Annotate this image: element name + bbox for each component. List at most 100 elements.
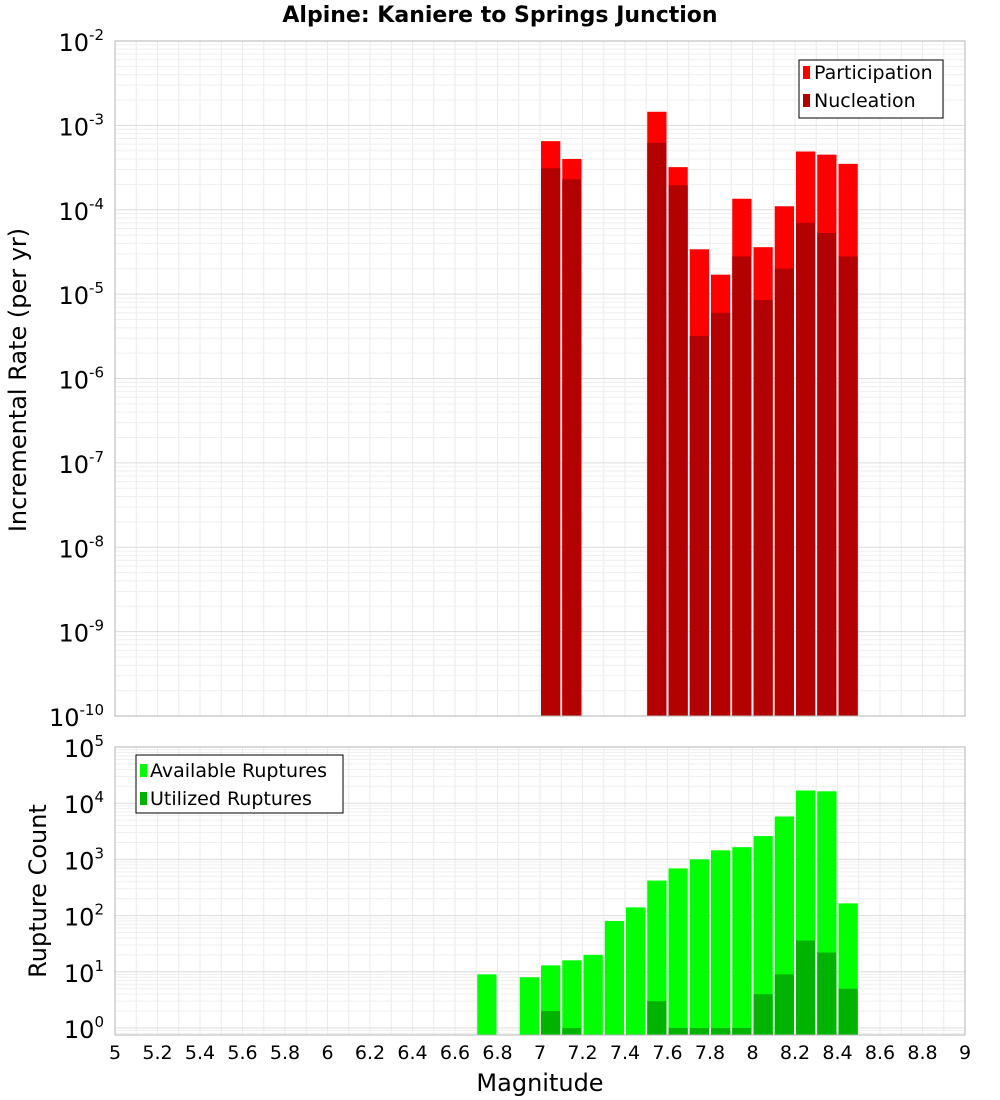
y-tick-exponent: 5 xyxy=(94,732,104,750)
x-tick-label: 6.4 xyxy=(397,1042,427,1064)
bottom-y-tick-label: 103 xyxy=(64,844,104,875)
top-legend: Participation Nucleation xyxy=(798,59,944,119)
top-bar-series2 xyxy=(796,222,816,716)
y-tick-base: 10 xyxy=(64,791,95,819)
y-tick-base: 10 xyxy=(64,1016,95,1044)
x-tick-label: 8.8 xyxy=(907,1042,937,1064)
y-tick-exponent: -5 xyxy=(89,279,104,297)
top-bar-series2 xyxy=(774,268,794,716)
bottom-bar-series2 xyxy=(562,1027,582,1035)
bottom-bar-series1 xyxy=(753,836,773,1035)
top-gridlines xyxy=(114,40,966,717)
top-y-tick-label: 10-4 xyxy=(58,195,104,226)
top-y-tick-label: 10-5 xyxy=(58,279,104,310)
bottom-bar-series1 xyxy=(668,868,688,1035)
bottom-bar-series1 xyxy=(711,850,731,1035)
chart-title: Alpine: Kaniere to Springs Junction xyxy=(282,3,717,28)
y-tick-exponent: 4 xyxy=(94,788,104,806)
y-tick-exponent: 3 xyxy=(94,844,104,862)
y-tick-base: 10 xyxy=(64,847,95,875)
top-bar-series2 xyxy=(668,185,688,717)
x-tick-label: 5.8 xyxy=(270,1042,300,1064)
x-tick-label: 6 xyxy=(321,1042,333,1064)
top-plot-frame xyxy=(114,40,966,717)
legend-label-nucleation: Nucleation xyxy=(814,90,916,112)
bottom-legend: Available Ruptures Utilized Ruptures xyxy=(135,754,344,814)
y-tick-exponent: -3 xyxy=(89,110,104,128)
legend-swatch-nucleation xyxy=(803,94,810,107)
top-bar-series2 xyxy=(732,256,752,716)
x-tick-label: 7.6 xyxy=(652,1042,682,1064)
bottom-y-axis-label: Rupture Count xyxy=(24,804,52,978)
bottom-bar-series2 xyxy=(796,940,816,1035)
bottom-bar-series1 xyxy=(604,921,624,1035)
y-tick-exponent: -8 xyxy=(89,532,104,550)
legend-swatch-utilized xyxy=(140,792,147,805)
bottom-bars xyxy=(477,790,858,1035)
x-tick-label: 8 xyxy=(746,1042,758,1064)
x-tick-label: 7.4 xyxy=(610,1042,640,1064)
top-bars xyxy=(541,111,858,717)
bottom-bar-series1 xyxy=(583,954,603,1035)
legend-label-participation: Participation xyxy=(814,62,933,84)
y-tick-base: 10 xyxy=(58,113,89,141)
top-y-tick-label: 10-9 xyxy=(58,617,104,648)
top-bar-series2 xyxy=(647,142,667,716)
bottom-bar-series1 xyxy=(477,974,497,1035)
bottom-bar-series2 xyxy=(732,1027,752,1035)
y-tick-exponent: -9 xyxy=(89,617,104,635)
x-tick-label: 7 xyxy=(534,1042,546,1064)
bottom-bar-series1 xyxy=(647,880,667,1035)
top-bar-series2 xyxy=(838,256,858,716)
top-y-tick-label: 10-8 xyxy=(58,532,104,563)
bottom-bar-series2 xyxy=(541,1011,561,1035)
top-bar-series2 xyxy=(817,233,837,716)
bottom-y-tick-label: 105 xyxy=(64,732,104,763)
x-tick-label: 8.6 xyxy=(865,1042,895,1064)
legend-label-utilized: Utilized Ruptures xyxy=(150,788,312,810)
bottom-y-tick-label: 104 xyxy=(64,788,104,819)
top-y-tick-label: 10-3 xyxy=(58,110,104,141)
top-y-tick-label: 10-10 xyxy=(49,701,104,732)
y-tick-base: 10 xyxy=(58,367,89,395)
bottom-bar-series2 xyxy=(774,974,794,1035)
x-tick-label: 5 xyxy=(109,1042,121,1064)
bottom-bar-series2 xyxy=(817,952,837,1035)
x-tick-label: 6.8 xyxy=(482,1042,512,1064)
y-tick-base: 10 xyxy=(64,904,95,932)
x-tick-label: 7.2 xyxy=(567,1042,597,1064)
bottom-y-tick-label: 102 xyxy=(64,901,104,932)
bottom-bar-series2 xyxy=(647,1001,667,1035)
x-tick-labels: 5 5.2 5.4 5.6 5.8 6 6.2 6.4 6.6 6.8 7 7.2 7.4 7.6 7.8 8… xyxy=(109,1042,971,1064)
y-tick-base: 10 xyxy=(64,960,95,988)
top-bar-series2 xyxy=(562,179,582,716)
y-tick-exponent: -6 xyxy=(89,364,104,382)
x-tick-label: 5.6 xyxy=(227,1042,257,1064)
y-tick-exponent: 1 xyxy=(94,957,104,975)
x-tick-label: 7.8 xyxy=(695,1042,725,1064)
top-bar-series2 xyxy=(689,335,709,716)
x-tick-label: 5.4 xyxy=(185,1042,215,1064)
y-tick-exponent: 2 xyxy=(94,901,104,919)
bottom-bar-series1 xyxy=(562,960,582,1035)
y-tick-base: 10 xyxy=(58,620,89,648)
y-tick-exponent: -2 xyxy=(89,26,104,44)
top-bar-series2 xyxy=(753,300,773,716)
top-bar-series2 xyxy=(711,312,731,716)
y-tick-base: 10 xyxy=(58,198,89,226)
y-tick-base: 10 xyxy=(64,735,95,763)
y-tick-base: 10 xyxy=(58,451,89,479)
legend-label-available: Available Ruptures xyxy=(150,760,327,782)
y-tick-base: 10 xyxy=(58,535,89,563)
x-tick-label: 6.6 xyxy=(440,1042,470,1064)
x-tick-label: 5.2 xyxy=(142,1042,172,1064)
top-y-tick-label: 10-7 xyxy=(58,448,104,479)
y-tick-exponent: -7 xyxy=(89,448,104,466)
bottom-bar-series2 xyxy=(689,1027,709,1035)
x-tick-label: 9 xyxy=(959,1042,971,1064)
bottom-bar-series1 xyxy=(519,977,539,1035)
y-tick-exponent: 0 xyxy=(94,1013,104,1031)
x-tick-label: 8.4 xyxy=(822,1042,852,1064)
x-axis-label: Magnitude xyxy=(476,1069,603,1097)
